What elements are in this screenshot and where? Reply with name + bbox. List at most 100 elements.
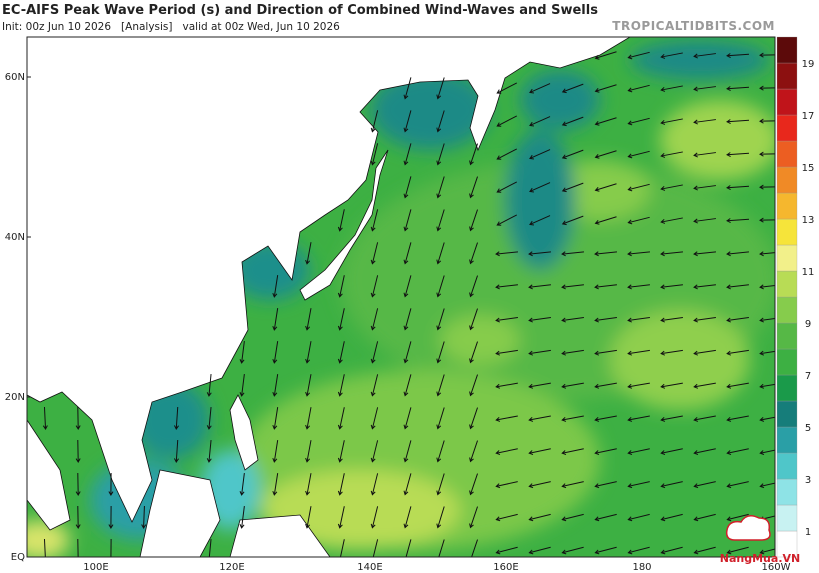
arrow bbox=[693, 415, 716, 422]
arrow bbox=[469, 308, 479, 331]
arrow bbox=[75, 406, 81, 430]
arrow bbox=[495, 251, 518, 257]
colorbar-swatch bbox=[776, 114, 798, 142]
arrow bbox=[403, 341, 412, 364]
lat-label: EQ bbox=[11, 552, 25, 563]
arrow bbox=[337, 473, 345, 496]
arrow bbox=[660, 217, 683, 224]
colorbar-label: 7 bbox=[805, 371, 811, 382]
arrow bbox=[759, 350, 775, 356]
colorbar-label: 5 bbox=[805, 423, 811, 434]
arrow bbox=[759, 383, 775, 389]
arrow bbox=[469, 143, 479, 166]
arrow bbox=[403, 77, 412, 100]
logo: NangMua.VN bbox=[720, 515, 800, 565]
arrow bbox=[75, 472, 81, 496]
colorbar-swatch bbox=[776, 166, 798, 194]
arrow bbox=[370, 110, 379, 133]
arrow bbox=[759, 85, 775, 91]
arrow bbox=[627, 448, 650, 456]
arrow bbox=[469, 440, 479, 463]
arrow bbox=[436, 143, 445, 166]
arrow bbox=[528, 513, 551, 522]
arrow bbox=[337, 209, 345, 232]
arrow bbox=[403, 275, 412, 298]
arrow bbox=[660, 513, 683, 522]
arrow bbox=[693, 382, 716, 389]
colorbar-label: 9 bbox=[805, 319, 811, 330]
arrow bbox=[173, 439, 179, 463]
arrow bbox=[726, 448, 749, 456]
arrow bbox=[561, 149, 584, 160]
arrow bbox=[561, 317, 584, 323]
arrow bbox=[370, 374, 379, 397]
arrow bbox=[469, 209, 479, 232]
colorbar-swatch bbox=[776, 478, 798, 506]
arrow bbox=[759, 52, 775, 58]
arrow bbox=[627, 84, 650, 93]
arrow bbox=[726, 119, 750, 125]
arrow bbox=[305, 242, 312, 265]
arrow bbox=[726, 349, 749, 356]
arrow bbox=[206, 407, 212, 430]
arrow bbox=[594, 382, 617, 389]
lat-label: 60N bbox=[5, 72, 25, 83]
arrow bbox=[403, 374, 412, 397]
arrow bbox=[759, 449, 775, 456]
colorbar-swatch bbox=[776, 140, 798, 168]
arrow bbox=[272, 275, 279, 298]
arrow bbox=[759, 251, 775, 257]
arrow bbox=[337, 506, 345, 529]
arrow bbox=[469, 242, 479, 265]
arrow bbox=[660, 448, 683, 456]
arrow bbox=[496, 115, 518, 127]
arrow bbox=[726, 284, 749, 290]
arrow bbox=[370, 209, 379, 232]
arrow bbox=[305, 341, 312, 364]
arrow bbox=[660, 52, 683, 59]
arrow bbox=[208, 539, 212, 557]
arrow bbox=[594, 349, 617, 356]
arrow bbox=[495, 415, 518, 422]
arrow bbox=[108, 505, 114, 529]
map-frame bbox=[26, 36, 776, 558]
colorbar-label: 11 bbox=[802, 267, 815, 278]
lon-label: 180 bbox=[632, 562, 651, 573]
arrow bbox=[627, 513, 650, 522]
arrow bbox=[108, 472, 114, 496]
logo-cloud bbox=[725, 515, 771, 541]
arrow bbox=[272, 407, 279, 430]
arrow bbox=[759, 317, 775, 323]
lat-label: 20N bbox=[5, 392, 25, 403]
arrow bbox=[594, 448, 617, 456]
arrow bbox=[528, 448, 551, 456]
arrow bbox=[370, 341, 379, 364]
arrow bbox=[726, 251, 749, 257]
arrow bbox=[594, 415, 617, 422]
arrow bbox=[495, 349, 518, 356]
arrow bbox=[403, 143, 412, 166]
arrow bbox=[594, 481, 617, 489]
arrow bbox=[495, 513, 518, 522]
arrow bbox=[594, 51, 617, 60]
land bbox=[27, 37, 631, 557]
arrow bbox=[436, 308, 445, 331]
arrow bbox=[337, 440, 345, 463]
arrow bbox=[75, 505, 81, 529]
arrow bbox=[693, 284, 716, 290]
period-field bbox=[27, 40, 775, 557]
arrow bbox=[594, 284, 617, 290]
colorbar-swatch bbox=[776, 400, 798, 428]
arrow bbox=[305, 440, 312, 463]
arrow bbox=[403, 506, 412, 529]
arrow bbox=[305, 473, 312, 496]
arrow bbox=[627, 382, 650, 389]
arrow bbox=[594, 513, 617, 522]
arrow bbox=[469, 341, 479, 364]
arrow bbox=[469, 407, 479, 430]
arrow bbox=[403, 308, 412, 331]
colorbar-swatch bbox=[776, 504, 798, 532]
arrow bbox=[627, 546, 650, 555]
arrow bbox=[305, 506, 312, 529]
arrow bbox=[403, 473, 412, 496]
